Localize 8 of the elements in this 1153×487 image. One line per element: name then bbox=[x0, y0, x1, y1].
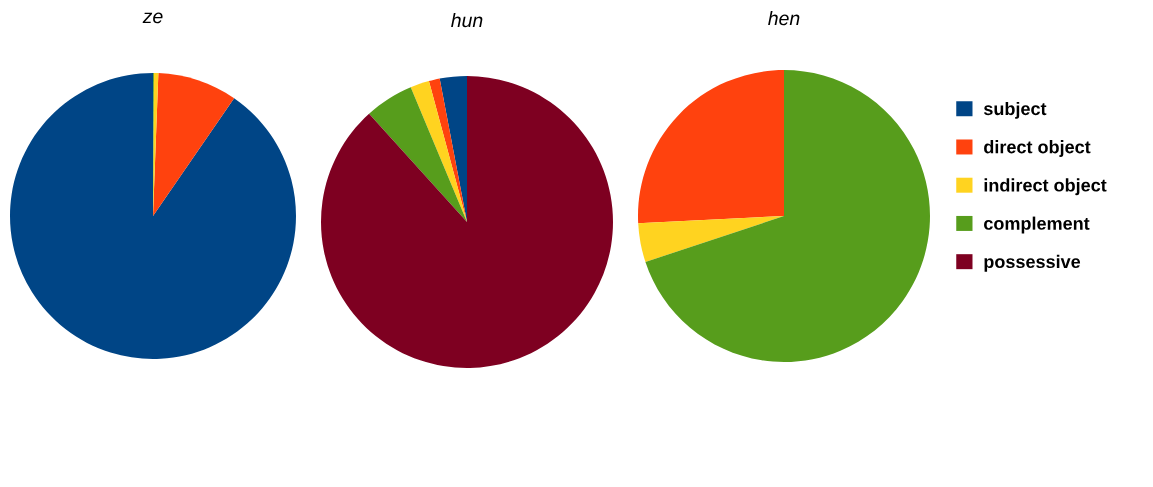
legend-label: possessive bbox=[984, 254, 1081, 272]
chart-title: hun bbox=[451, 12, 483, 28]
chart-title: hen bbox=[768, 10, 800, 26]
chart-title: ze bbox=[142, 12, 163, 24]
legend-label: complement bbox=[984, 216, 1090, 234]
legend-label: direct object bbox=[984, 140, 1091, 157]
legend-label: subject bbox=[983, 101, 1047, 119]
legend-label: indirect object bbox=[984, 178, 1107, 196]
